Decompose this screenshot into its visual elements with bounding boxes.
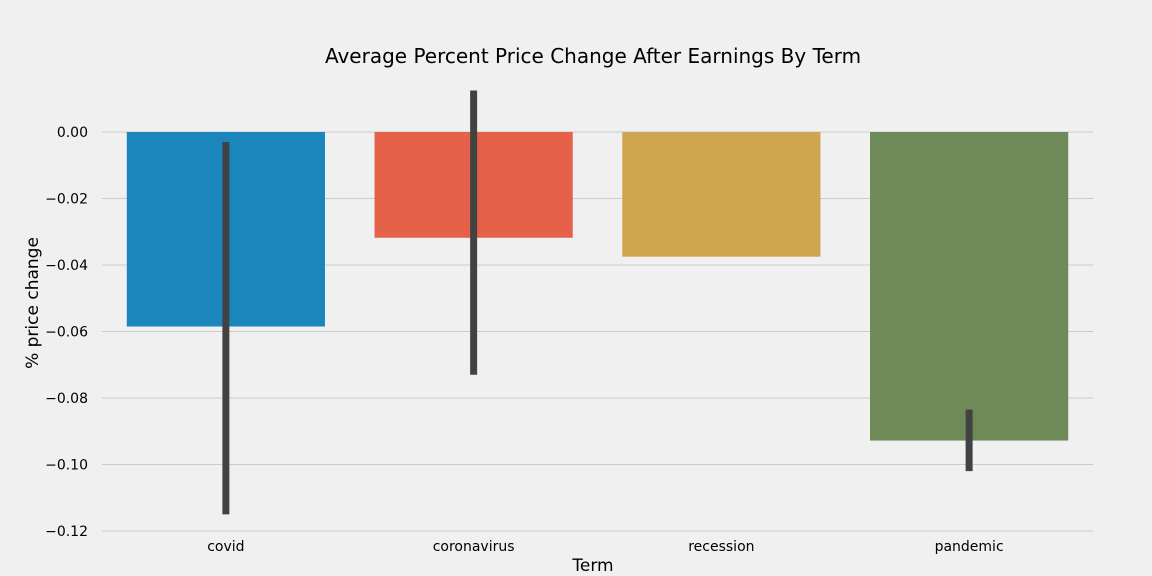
y-tick-label: −0.06 bbox=[45, 325, 88, 341]
x-tick-label: coronavirus bbox=[433, 539, 515, 555]
error-bars bbox=[222, 90, 973, 515]
y-tick-label: −0.02 bbox=[45, 192, 88, 208]
y-tick-labels: 0.00 −0.02 −0.04 −0.06 −0.08 −0.10 −0.12 bbox=[45, 125, 88, 540]
x-tick-label: covid bbox=[207, 539, 244, 555]
x-axis-label: Term bbox=[571, 556, 613, 576]
bars bbox=[126, 132, 1069, 441]
chart-title: Average Percent Price Change After Earni… bbox=[325, 44, 861, 68]
y-axis-label: % price change bbox=[23, 237, 43, 369]
bar-recession bbox=[622, 132, 821, 257]
x-tick-label: pandemic bbox=[935, 539, 1004, 555]
bar-pandemic bbox=[870, 132, 1069, 441]
y-tick-label: −0.12 bbox=[45, 524, 88, 540]
x-tick-labels: covid coronavirus recession pandemic bbox=[207, 539, 1003, 555]
y-tick-label: 0.00 bbox=[57, 125, 88, 141]
y-tick-label: −0.04 bbox=[45, 258, 88, 274]
x-tick-label: recession bbox=[688, 539, 754, 555]
y-tick-label: −0.10 bbox=[45, 458, 88, 474]
y-tick-label: −0.08 bbox=[45, 391, 88, 407]
